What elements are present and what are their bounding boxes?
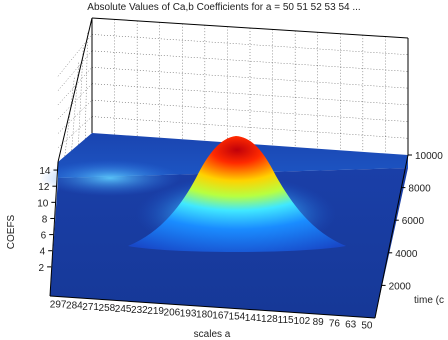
surface-left-ridge (40, 160, 180, 196)
z-tick-label: 12 (38, 182, 50, 193)
grid-lines (57, 19, 409, 157)
x-tick-label: 115 (278, 315, 294, 326)
x-tick-label: 258 (99, 303, 116, 314)
x-tick-label: 180 (196, 309, 213, 320)
x-tick-label: 219 (147, 306, 164, 317)
grid-line (84, 32, 88, 139)
x-axis-label: scales a (194, 329, 231, 340)
grid-line (57, 99, 93, 134)
x-tick-label: 76 (329, 318, 341, 329)
grid-line (64, 77, 75, 157)
z-tick-label: 8 (42, 214, 48, 225)
x-tick-label: 154 (229, 312, 246, 323)
grid-line (57, 50, 93, 91)
x-tick-label: 128 (261, 314, 278, 325)
z-tick-label: 2 (39, 263, 45, 274)
x-tick-label: 232 (131, 305, 148, 316)
box-edges (49, 17, 409, 319)
x-tick-label: 206 (164, 307, 181, 318)
z-axis-label: COEFS (6, 214, 17, 249)
x-tick-label: 193 (180, 308, 197, 319)
grid-line (57, 83, 93, 120)
z-tick-label: 4 (40, 247, 46, 258)
x-tick-label: 50 (361, 320, 373, 331)
z-tick-label: 14 (39, 166, 51, 177)
x-tick-label: 284 (66, 301, 83, 312)
grid-line (57, 67, 93, 106)
surface-peak (128, 136, 346, 252)
y-tick-label: 8000 (408, 184, 431, 195)
x-tick-label: 89 (313, 317, 325, 328)
z-tick-label: 6 (41, 231, 47, 242)
surface (40, 133, 408, 318)
x-tick-label: 245 (115, 304, 132, 315)
y-tick-label: 10000 (415, 151, 443, 162)
z-axis-ticks: 2 4 6 8 10 12 14 (37, 166, 58, 274)
x-tick-label: 167 (212, 311, 229, 322)
y-tick-label: 4000 (395, 249, 418, 260)
y-axis-label: time (c (414, 295, 444, 306)
x-tick-label: 297 (50, 300, 67, 311)
grid-line (71, 62, 80, 151)
x-tick-label: 271 (82, 302, 99, 313)
y-tick-label: 2000 (389, 281, 412, 292)
x-tick-label: 63 (345, 319, 357, 330)
x-tick-label: 141 (245, 313, 262, 324)
y-tick-label: 6000 (402, 216, 425, 227)
x-tick-label: 102 (294, 316, 311, 327)
x-axis-ticks: 297 284 271 258 245 232 219 206 193 180 167 154 141 1… (50, 300, 373, 332)
y-axis-ticks: 2000 4000 6000 8000 10000 (381, 151, 443, 292)
chart-title: Absolute Values of Ca,b Coefficients for… (87, 2, 361, 13)
grid-line (78, 47, 84, 145)
z-tick-label: 10 (37, 198, 49, 209)
